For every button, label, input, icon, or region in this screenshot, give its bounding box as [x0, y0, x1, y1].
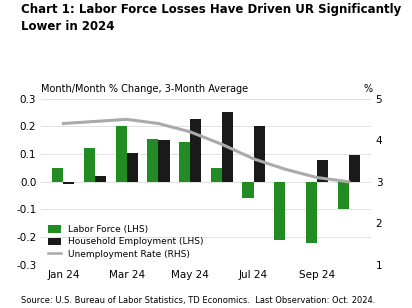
Bar	[63, 182, 75, 184]
Bar	[222, 112, 233, 182]
Text: Chart 1: Labor Force Losses Have Driven UR Significantly
Lower in 2024: Chart 1: Labor Force Losses Have Driven …	[21, 3, 401, 33]
Bar	[337, 182, 349, 209]
Bar	[179, 141, 190, 182]
Bar	[349, 155, 360, 182]
Bar	[242, 182, 253, 198]
Bar	[52, 168, 63, 182]
Legend: Labor Force (LHS), Household Employment (LHS), Unemployment Rate (RHS): Labor Force (LHS), Household Employment …	[46, 223, 206, 260]
Bar	[190, 119, 201, 182]
Text: Source: U.S. Bureau of Labor Statistics, TD Economics.  Last Observation: Oct. 2: Source: U.S. Bureau of Labor Statistics,…	[21, 296, 375, 305]
Bar	[274, 182, 285, 240]
Bar	[95, 176, 106, 182]
Bar	[317, 160, 328, 182]
Bar	[116, 126, 127, 182]
Bar	[127, 152, 138, 182]
Text: Month/Month % Change, 3-Month Average: Month/Month % Change, 3-Month Average	[41, 84, 248, 94]
Bar	[84, 148, 95, 182]
Text: %: %	[364, 84, 373, 94]
Bar	[306, 182, 317, 243]
Bar	[147, 139, 159, 182]
Bar	[253, 126, 265, 182]
Bar	[211, 168, 222, 182]
Bar	[159, 140, 170, 182]
